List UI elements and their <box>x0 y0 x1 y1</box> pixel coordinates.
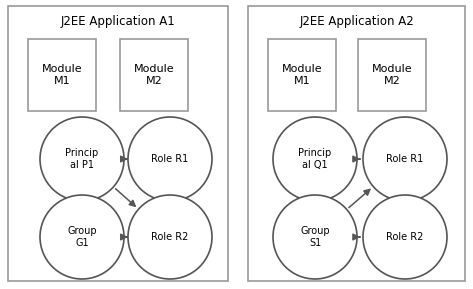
Circle shape <box>40 195 124 279</box>
Circle shape <box>40 117 124 201</box>
Bar <box>248 6 465 281</box>
Circle shape <box>273 117 357 201</box>
Text: Module
M2: Module M2 <box>134 64 175 86</box>
Circle shape <box>128 195 212 279</box>
Circle shape <box>363 117 447 201</box>
Text: Module
M1: Module M1 <box>282 64 322 86</box>
Text: Princip
al P1: Princip al P1 <box>65 148 99 170</box>
Text: Group
G1: Group G1 <box>67 226 97 248</box>
Text: Role R1: Role R1 <box>151 154 189 164</box>
Text: Group
S1: Group S1 <box>300 226 330 248</box>
Bar <box>120 39 188 111</box>
Bar <box>268 39 336 111</box>
Text: Module
M1: Module M1 <box>42 64 82 86</box>
Circle shape <box>273 195 357 279</box>
Text: J2EE Application A2: J2EE Application A2 <box>299 15 414 28</box>
Bar <box>28 39 96 111</box>
Bar <box>358 39 426 111</box>
Circle shape <box>363 195 447 279</box>
Circle shape <box>128 117 212 201</box>
Text: Role R2: Role R2 <box>151 232 189 242</box>
Text: J2EE Application A1: J2EE Application A1 <box>61 15 175 28</box>
Text: Role R1: Role R1 <box>386 154 424 164</box>
Text: Role R2: Role R2 <box>386 232 424 242</box>
Text: Module
M2: Module M2 <box>372 64 412 86</box>
Text: Princip
al Q1: Princip al Q1 <box>298 148 332 170</box>
Bar <box>8 6 228 281</box>
